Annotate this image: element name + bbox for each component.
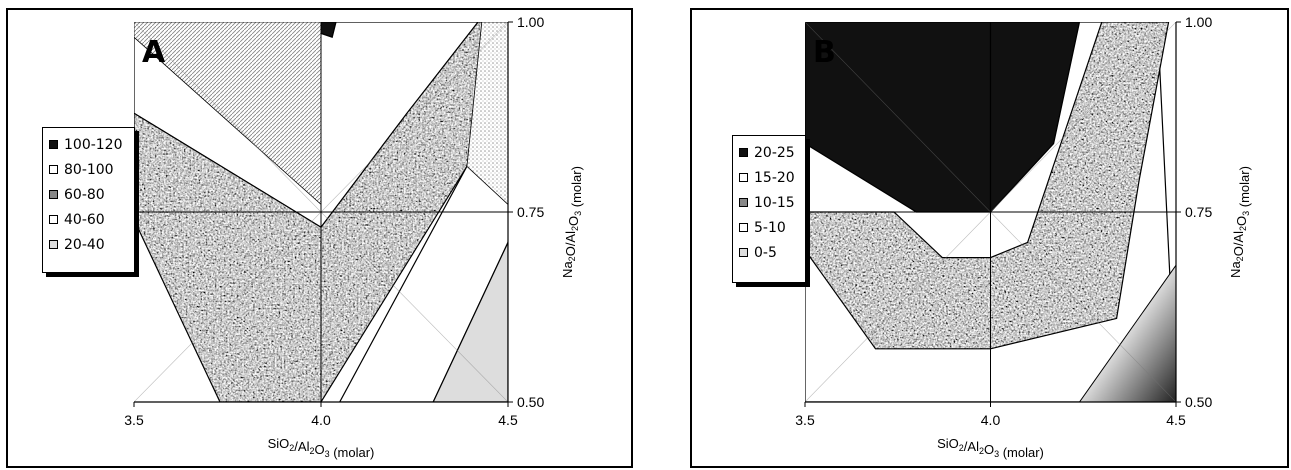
chart-a-legend-label: 20-40 [64,236,105,253]
chart-a-legend-swatch [49,190,58,199]
chart-b-legend-label: 15-20 [754,169,795,186]
chart-a-legend: 100-120 80-100 60-80 40-60 20-40 [42,127,135,273]
chart-a-legend-swatch [49,165,58,174]
chart-a-hatch-region-1 [466,22,508,205]
chart-b-legend-entry: 5-10 [739,215,799,240]
chart-a-x-tick-label: 4.0 [311,412,331,428]
chart-a-x-axis-title: SiO2/Al2O3 (molar) [268,436,375,460]
chart-b-x-tick-label: 4.5 [1166,412,1186,428]
chart-b-y-tick-label: 1.00 [1185,14,1212,30]
chart-a-legend-swatch [49,140,58,149]
chart-b-legend-entry: 10-15 [739,190,799,215]
chart-a-legend-entry: 40-60 [49,207,128,232]
chart-a-legend-label: 80-100 [64,161,114,178]
chart-b-plot: 3.5 4.0 4.5 0.50 0.75 1.00 B SiO2/Al2O3 (molar)… [795,14,1252,460]
chart-a-y-tick-label: 1.00 [517,14,544,30]
chart-a-region-20-40 [432,242,508,402]
chart-b-legend-label: 20-25 [754,144,795,161]
chart-b-legend-swatch [739,173,748,182]
chart-a-legend-swatch [49,240,58,249]
chart-a-plot: 3.5 4.0 4.5 0.50 0.75 1.00 A SiO2/Al2O3 (molar)… [124,14,584,460]
chart-a-x-tick-label: 4.5 [498,412,518,428]
chart-b-legend-entry: 0-5 [739,240,799,265]
chart-b-x-tick-label: 3.5 [795,412,815,428]
chart-b-legend-label: 5-10 [754,219,786,236]
chart-b-legend-label: 0-5 [754,244,777,261]
chart-b-legend-swatch [739,223,748,232]
chart-b-legend-swatch [739,248,748,257]
chart-panel-b: 3.5 4.0 4.5 0.50 0.75 1.00 B SiO2/Al2O3 (molar)… [690,8,1289,468]
chart-a-legend-swatch [49,215,58,224]
chart-b-region-0-5 [1078,264,1176,402]
chart-a-legend-label: 60-80 [64,186,105,203]
chart-a-legend-entry: 60-80 [49,182,128,207]
chart-b-legend-swatch [739,148,748,157]
chart-a-x-tick-label: 3.5 [124,412,144,428]
chart-b-y-tick-label: 0.75 [1185,204,1212,220]
chart-b-legend: 20-25 15-20 10-15 5-10 0-5 [732,135,806,283]
chart-a-y-tick-label: 0.50 [517,394,544,410]
chart-a-legend-label: 40-60 [64,211,105,228]
chart-b-y-tick-label: 0.50 [1185,394,1212,410]
chart-b-legend-swatch [739,198,748,207]
chart-b-y-axis-title: Na2O/Al2O3 (molar) [1228,166,1252,278]
chart-a-legend-entry: 100-120 [49,132,128,157]
chart-b-legend-entry: 20-25 [739,140,799,165]
chart-a-panel-label: A [142,35,166,70]
chart-a-y-axis-title: Na2O/Al2O3 (molar) [560,166,584,278]
chart-b-legend-label: 10-15 [754,194,795,211]
chart-b-x-axis-title: SiO2/Al2O3 (molar) [937,436,1044,460]
chart-b-x-tick-label: 4.0 [981,412,1001,428]
chart-a-legend-label: 100-120 [64,136,123,153]
chart-b-panel-label: B [813,35,836,70]
chart-a-y-tick-label: 0.75 [517,204,544,220]
chart-a-legend-entry: 80-100 [49,157,128,182]
chart-a-legend-entry: 20-40 [49,232,128,257]
chart-b-legend-entry: 15-20 [739,165,799,190]
chart-panel-a: 3.5 4.0 4.5 0.50 0.75 1.00 A SiO2/Al2O3 (molar)… [6,8,633,468]
